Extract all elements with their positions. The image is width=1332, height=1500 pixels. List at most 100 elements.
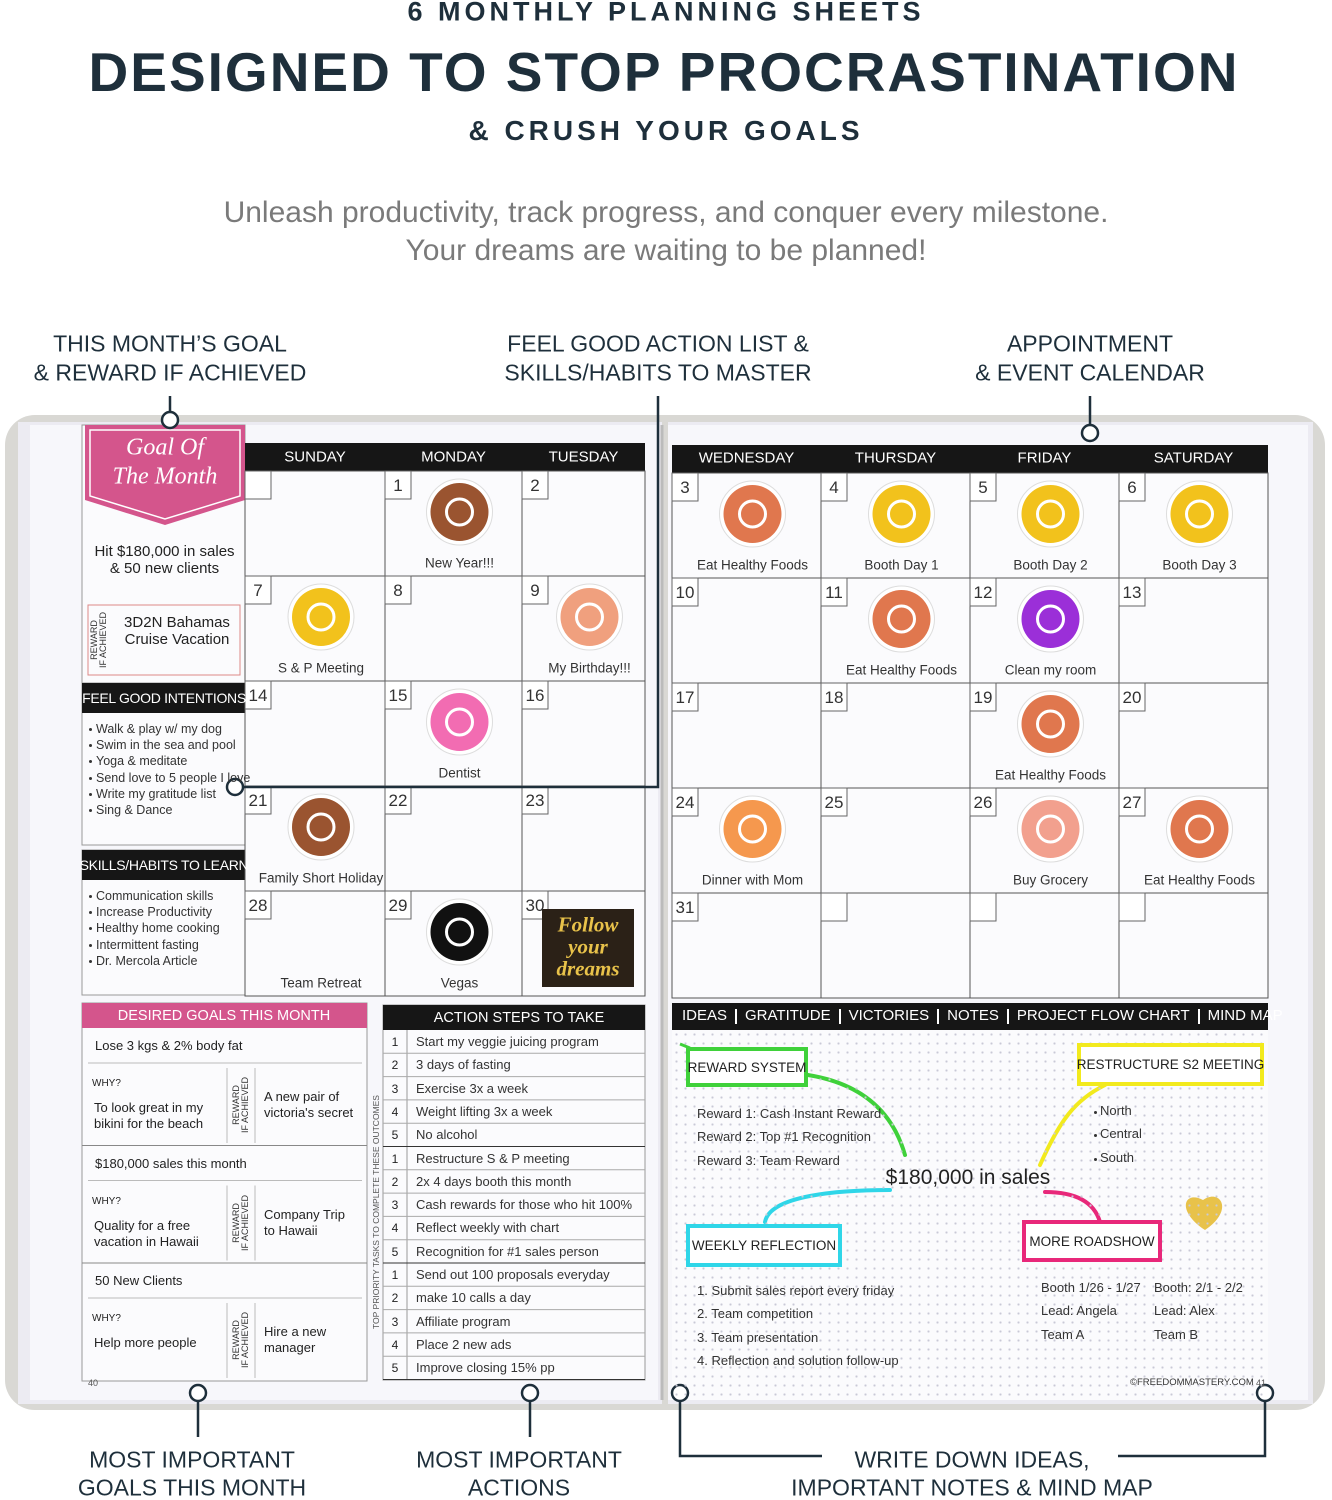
sticker-glyph [445, 497, 474, 527]
bullet [89, 809, 92, 812]
mind-item: Lead: Alex [1154, 1303, 1215, 1319]
goal-banner [85, 425, 245, 525]
day-number: 16 [525, 686, 545, 705]
step: Reflect weekly with chart [416, 1220, 560, 1236]
sticker-glyph [445, 707, 474, 737]
mind-node: RESTRUCTURE S2 MEETING [1077, 1043, 1264, 1086]
title: DESIGNED TO STOP PROCRASTINATION [88, 41, 1240, 103]
event: Dentist [438, 765, 481, 781]
event: Vegas [440, 975, 479, 991]
step-number: 2 [391, 1291, 399, 1306]
sticker-glyph [738, 499, 767, 529]
day-number: 27 [1122, 793, 1142, 812]
bullet [89, 959, 92, 963]
list-item: Intermittent fasting [96, 937, 199, 952]
day-box [384, 890, 412, 920]
notes-tabs: IDEAS GRATITUDE VICTORIES NOTES PROJECT FLOW… [682, 1007, 1283, 1024]
sticker-icon [560, 588, 619, 646]
day-number: 18 [824, 688, 844, 707]
section-title: ACTION STEPS TO TAKE [433, 1010, 605, 1026]
step-number: 2 [391, 1058, 399, 1073]
reward: A new pair of victoria's secret [264, 1089, 354, 1120]
day-number: 22 [388, 791, 408, 810]
why: Help more people [94, 1335, 197, 1350]
reward-label: REWARD IF ACHIEVED [231, 1305, 250, 1375]
day-box [244, 680, 272, 710]
callout-dot [520, 1383, 540, 1403]
sticker-icon [430, 903, 489, 961]
tab: GRATITUDE [745, 1007, 831, 1024]
event: Eat Healthy Foods [994, 767, 1107, 783]
day-number: 26 [973, 793, 993, 812]
day-number: 19 [973, 688, 993, 707]
step: make 10 calls a day [416, 1290, 531, 1306]
reward-text: 3D2N Bahamas Cruise Vacation [124, 614, 230, 648]
day-box [969, 682, 997, 712]
panel [382, 1004, 646, 1381]
day-box [384, 680, 412, 710]
list-item: Dr. Mercola Article [96, 953, 198, 968]
day-number: 24 [675, 793, 695, 812]
callout-label: THIS MONTH’S GOAL [53, 330, 287, 357]
page-number: 41 [1256, 1378, 1267, 1388]
day-number: 5 [978, 478, 988, 497]
day-box [1118, 787, 1146, 817]
step-number: 3 [391, 1314, 399, 1329]
day-box [671, 892, 699, 922]
sticker-icon [1170, 485, 1229, 543]
day-number: 20 [1122, 688, 1142, 707]
bullet [89, 776, 92, 780]
why-label: WHY? [92, 1078, 121, 1089]
day-box [969, 787, 997, 817]
day-box [1118, 472, 1146, 502]
weekday: FRIDAY [1017, 449, 1072, 467]
tab-divider [937, 1009, 940, 1024]
list-item: Sing & Dance [96, 803, 173, 817]
step: Place 2 new ads [416, 1336, 512, 1352]
list-item: Write my gratitude list [96, 786, 216, 801]
callout-dot [160, 410, 180, 430]
day-number: 11 [825, 583, 843, 602]
step-number: 3 [391, 1081, 399, 1096]
day-box [671, 577, 699, 607]
list-item: Walk & play w/ my dog [96, 722, 222, 736]
reward: Hire a new manager [264, 1324, 327, 1355]
mind-item: Central [1100, 1126, 1142, 1142]
sticker-icon [1021, 485, 1080, 543]
sticker-icon [292, 798, 350, 856]
weekday: THURSDAY [854, 449, 937, 467]
sticker-glyph [1185, 814, 1214, 844]
bullet [1094, 1157, 1097, 1161]
calendar-header [672, 445, 1268, 473]
day-number: 9 [530, 581, 540, 600]
day-box [820, 577, 848, 607]
mind-center: $180,000 in sales [885, 1166, 1051, 1189]
day-box [969, 892, 997, 922]
weekday: WEDNESDAY [698, 449, 795, 467]
day-number: 25 [824, 793, 844, 812]
day-box [521, 575, 549, 605]
eyebrow: 6 MONTHLY PLANNING SHEETS [407, 0, 925, 27]
day-number: 15 [388, 686, 408, 705]
reward-label-line: IF ACHIEVED [98, 612, 108, 669]
mind-node: MORE ROADSHOW [1022, 1220, 1162, 1262]
callout-label: FEEL GOOD ACTION LIST & [507, 330, 809, 357]
credit: ©FREEDOMMASTERY.COM [1130, 1377, 1254, 1388]
mind-item: North [1100, 1103, 1132, 1118]
mind-item: 1. Submit sales report every friday [697, 1283, 895, 1298]
day-number: 23 [525, 791, 545, 810]
callout-label: MOST IMPORTANT [89, 1446, 295, 1473]
day-number: 28 [248, 896, 268, 915]
day-number: 30 [525, 896, 545, 915]
step: Weight lifting 3x a week [416, 1103, 553, 1119]
step: Start my veggie juicing program [416, 1034, 599, 1049]
step-number: 1 [391, 1035, 399, 1049]
day-box [671, 787, 699, 817]
calendar-cell [521, 890, 646, 997]
page-number: 40 [88, 1378, 99, 1388]
callout-label: APPOINTMENT [1006, 330, 1174, 357]
sticker-text: Follow [557, 912, 619, 937]
callout-dot [225, 777, 245, 797]
day-number: 7 [253, 581, 263, 600]
